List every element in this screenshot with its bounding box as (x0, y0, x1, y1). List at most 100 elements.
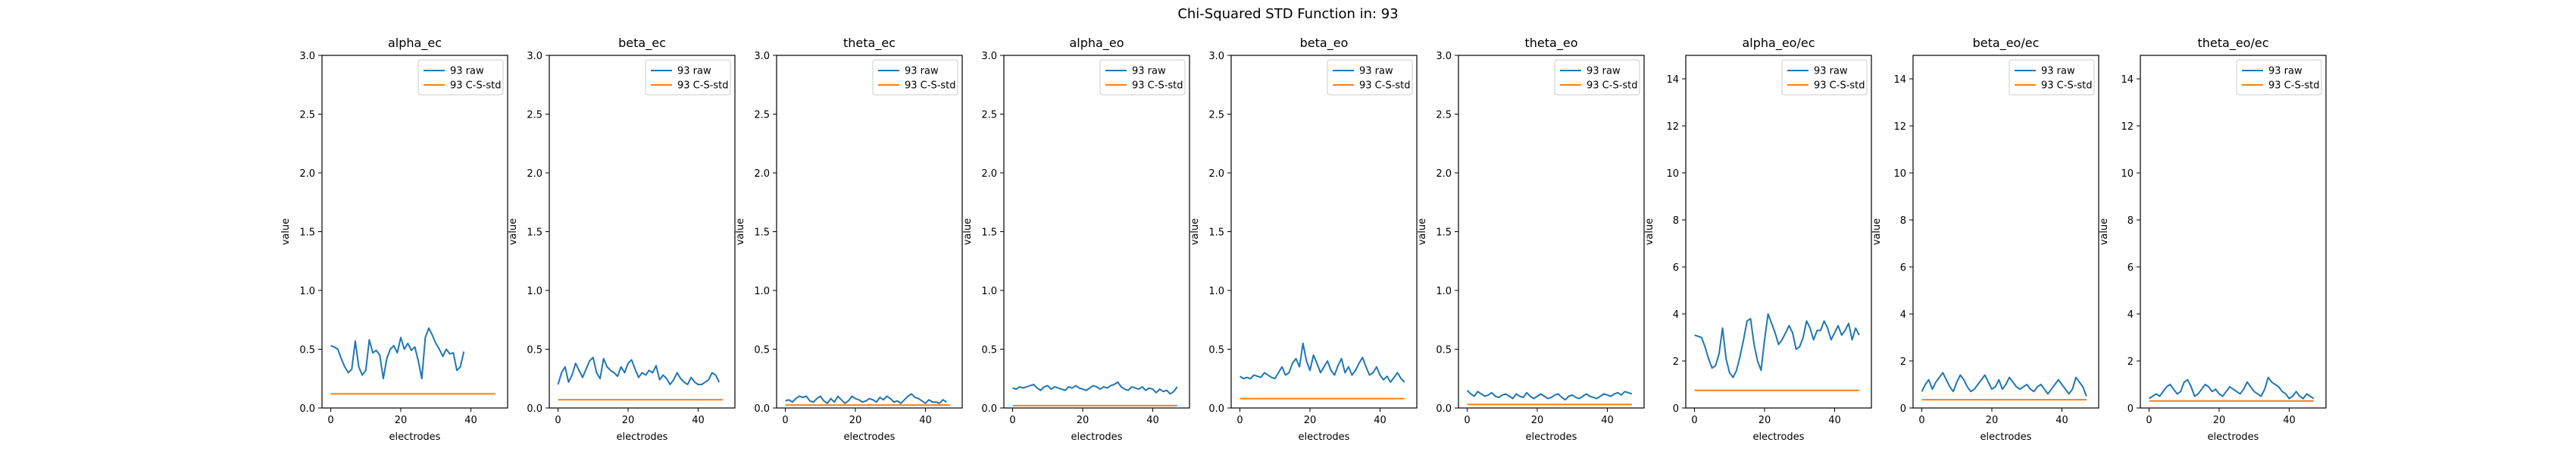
x-axis-label: electrodes (617, 431, 668, 443)
series-line (1694, 313, 1860, 378)
x-tick-label: 20 (395, 415, 408, 426)
legend-entry: 93 raw (1132, 66, 1166, 77)
y-axis-label: value (2099, 218, 2110, 246)
y-tick-label: 0.5 (754, 345, 770, 356)
y-tick-label: 2.0 (1208, 168, 1224, 180)
x-tick-label: 40 (1146, 415, 1159, 426)
y-tick-label: 3.0 (1208, 51, 1224, 62)
y-axis-label: value (1871, 218, 1883, 246)
subplot: 0 2 4 6 8 10 12 14 0 20 40 beta_eo/ec electrodes valu… (1871, 36, 2099, 443)
x-tick-label: 40 (2283, 415, 2296, 426)
axes-frame (1685, 55, 1872, 409)
y-tick-label: 1.0 (981, 286, 997, 297)
x-tick-label: 40 (1601, 415, 1614, 426)
axes-frame (2140, 55, 2327, 409)
legend-entry: 93 raw (905, 66, 939, 77)
legend: 93 raw 93 C-S-std (1781, 59, 1868, 96)
y-tick-label: 0.5 (981, 345, 997, 356)
y-tick-label: 2.0 (754, 168, 770, 180)
y-tick-label: 2 (1673, 356, 1679, 368)
y-tick-label: 0.0 (754, 403, 770, 415)
x-tick-label: 40 (692, 415, 705, 426)
y-tick-label: 1.5 (1436, 228, 1452, 239)
x-tick-label: 0 (327, 415, 333, 426)
x-tick-label: 40 (1828, 415, 1841, 426)
y-tick-label: 4 (2127, 309, 2134, 321)
subplot-title: beta_eo (1300, 36, 1349, 51)
subplot: 0.0 0.5 1.0 1.5 2.0 2.5 3.0 0 20 40 alpha_eoelectr… (962, 36, 1190, 443)
y-tick-label: 1.5 (1208, 228, 1224, 239)
y-tick-label: 0.5 (1208, 345, 1224, 356)
x-tick-label: 20 (622, 415, 635, 426)
y-tick-label: 0.5 (527, 345, 542, 356)
y-tick-label: 2.0 (527, 168, 542, 180)
legend: 93 raw 93 C-S-std (2236, 59, 2322, 96)
x-tick-label: 40 (464, 415, 477, 426)
legend-box (1099, 59, 1186, 96)
y-tick-label: 10 (1893, 168, 1906, 180)
legend-entry: 93 raw (677, 66, 711, 77)
y-tick-label: 0 (1673, 403, 1679, 415)
y-tick-label: 1.5 (527, 228, 542, 239)
legend: 93 raw 93 C-S-std (1099, 59, 1186, 96)
legend-entry: 93 C-S-std (1132, 80, 1183, 92)
y-axis-label: value (508, 218, 519, 246)
subplot: 0 2 4 6 8 10 12 14 0 20 40 theta_eo/ec electrodes val… (2099, 36, 2327, 443)
y-tick-label: 0.0 (527, 403, 542, 415)
subplot-title: alpha_ec (388, 36, 442, 51)
x-axis-label: electrodes (1299, 431, 1350, 443)
legend: 93 raw 93 C-S-std (2009, 59, 2095, 96)
legend-entry: 93 raw (1814, 66, 1848, 77)
x-tick-label: 40 (2055, 415, 2068, 426)
legend-entry: 93 raw (1587, 66, 1621, 77)
legend-box (872, 59, 958, 96)
y-tick-label: 2.0 (1436, 168, 1452, 180)
subplot: 0.0 0.5 1.0 1.5 2.0 2.5 3.0 0 20 40 beta_ecelectro… (508, 36, 736, 443)
y-tick-label: 2.5 (299, 110, 315, 121)
y-tick-label: 1.5 (299, 228, 315, 239)
y-tick-label: 12 (2121, 121, 2134, 133)
subplot: 0.0 0.5 1.0 1.5 2.0 2.5 3.0 0 20 40 beta_eoelectro… (1190, 36, 1418, 443)
x-tick-label: 40 (1374, 415, 1386, 426)
y-tick-label: 14 (1893, 74, 1906, 86)
y-tick-label: 2.5 (754, 110, 770, 121)
y-tick-label: 2.5 (527, 110, 542, 121)
subplot-title: beta_ec (618, 36, 666, 51)
x-axis-label: electrodes (1071, 431, 1123, 443)
y-tick-label: 10 (1666, 168, 1679, 180)
y-tick-label: 6 (1900, 262, 1906, 274)
x-tick-label: 20 (1077, 415, 1089, 426)
series-line (1240, 342, 1405, 383)
y-tick-label: 3.0 (527, 51, 542, 62)
y-axis-label: value (1417, 218, 1428, 246)
x-tick-label: 0 (1009, 415, 1015, 426)
x-tick-label: 20 (2213, 415, 2226, 426)
legend-entry: 93 C-S-std (677, 80, 729, 92)
y-tick-label: 1.0 (527, 286, 542, 297)
subplot-title: alpha_eo/ec (1742, 36, 1815, 51)
y-tick-label: 8 (1900, 215, 1906, 227)
x-tick-label: 0 (1236, 415, 1243, 426)
y-tick-label: 2.5 (981, 110, 997, 121)
y-tick-label: 1.0 (754, 286, 770, 297)
x-axis-label: electrodes (844, 431, 896, 443)
x-tick-label: 20 (1986, 415, 1999, 426)
subplot-title: theta_eo (1525, 36, 1578, 51)
x-axis-label: electrodes (1980, 431, 2032, 443)
legend-box (1781, 59, 1868, 96)
legend-entry: 93 C-S-std (905, 80, 956, 92)
legend-box (2236, 59, 2322, 96)
y-tick-label: 1.0 (1208, 286, 1224, 297)
x-axis-label: electrodes (389, 431, 441, 443)
series-line (330, 327, 465, 380)
y-tick-label: 1.5 (754, 228, 770, 239)
legend: 93 raw 93 C-S-std (1327, 59, 1413, 96)
y-tick-label: 12 (1666, 121, 1679, 133)
y-axis-label: value (735, 218, 746, 246)
subplot: 0 2 4 6 8 10 12 14 0 20 40 alpha_eo/ec electrodes val… (1644, 36, 1872, 443)
y-tick-label: 0.5 (1436, 345, 1452, 356)
y-tick-label: 3.0 (981, 51, 997, 62)
y-axis-label: value (1190, 218, 1201, 246)
y-tick-label: 6 (1673, 262, 1679, 274)
